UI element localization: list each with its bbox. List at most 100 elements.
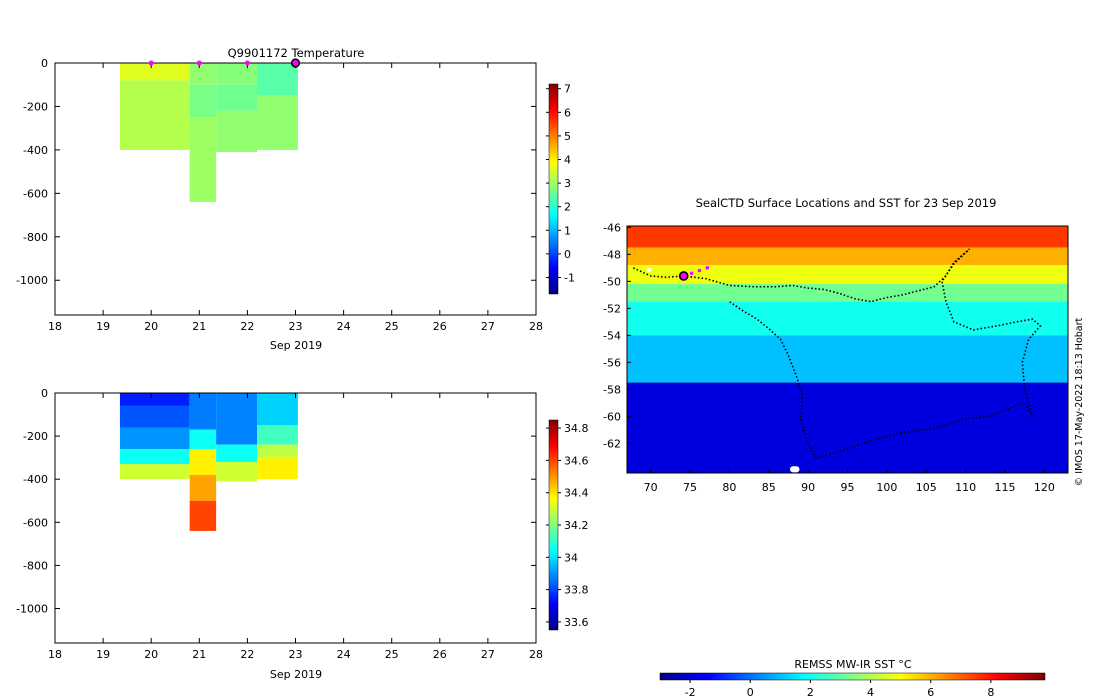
profile-cell <box>216 444 258 462</box>
sst-field <box>627 226 1068 473</box>
colorbar-tick-label: 0 <box>564 248 571 261</box>
y-tick-label: -1000 <box>16 603 48 616</box>
profile-cell <box>216 393 258 445</box>
map-y-tick-label: -60 <box>603 410 621 423</box>
temperature-colorbar <box>548 83 559 295</box>
x-tick-label: 22 <box>240 648 254 661</box>
current-profile-marker <box>290 58 301 68</box>
temperature-panel: 18 19 20 21 22 23 24 25 26 27 28 0-200-400-600-800… <box>16 46 575 352</box>
sst-colorbar <box>659 672 1046 681</box>
colorbar-tick-label: 34.8 <box>564 422 589 435</box>
profile-cell <box>189 84 217 118</box>
sst-colorbar-tick-label: 2 <box>807 686 814 699</box>
profile-cell <box>257 95 298 150</box>
x-tick-label: 18 <box>48 648 62 661</box>
profile-cell <box>216 110 258 153</box>
colorbar-tick-label: 6 <box>564 106 571 119</box>
map-x-tick-label: 95 <box>841 481 855 494</box>
profile-cell <box>119 427 190 450</box>
profile-cell <box>257 393 298 426</box>
map-x-tick-label: 120 <box>1034 481 1055 494</box>
profile-cell <box>189 63 217 85</box>
temperature-xlabel: Sep 2019 <box>270 339 322 352</box>
colorbar-tick-label: 4 <box>564 154 571 167</box>
x-tick-label: 23 <box>289 648 303 661</box>
x-tick-label: 19 <box>96 320 110 333</box>
x-tick-label: 27 <box>481 320 495 333</box>
x-tick-label: 22 <box>240 320 254 333</box>
sst-band <box>627 335 1068 383</box>
x-tick-label: 28 <box>529 648 543 661</box>
colorbar-tick-label: 34 <box>564 551 578 564</box>
x-tick-label: 21 <box>192 648 206 661</box>
map-x-tick-label: 85 <box>762 481 776 494</box>
profile-cell <box>189 449 217 475</box>
sst-colorbar-label: REMSS MW-IR SST °C <box>794 658 912 671</box>
profile-marker <box>148 60 154 66</box>
map-x-tick-label: 115 <box>995 481 1016 494</box>
profile-cell <box>257 425 298 445</box>
y-tick-label: -800 <box>23 231 48 244</box>
temperature-title: Q9901172 Temperature <box>228 46 365 60</box>
sst-colorbar-tick-label: 8 <box>987 686 994 699</box>
map-x-tick-label: 100 <box>876 481 897 494</box>
sst-band <box>627 247 1068 266</box>
x-tick-label: 20 <box>144 648 158 661</box>
profile-cell <box>189 393 217 430</box>
x-tick-label: 19 <box>96 648 110 661</box>
profile-cell <box>216 461 258 482</box>
profile-cell <box>119 449 190 465</box>
profile-cell <box>119 393 190 406</box>
map-title: SealCTD Surface Locations and SST for 23… <box>696 196 997 210</box>
y-tick-label: 0 <box>41 57 48 70</box>
map-y-tick-label: -54 <box>603 329 621 342</box>
x-tick-label: 28 <box>529 320 543 333</box>
salinity-colorbar <box>548 419 559 631</box>
map-x-ticks: 70 75 80 85 90 95 100 105 110 115 120 <box>644 469 1055 494</box>
y-tick-label: -600 <box>23 187 48 200</box>
x-tick-label: 27 <box>481 648 495 661</box>
x-tick-label: 23 <box>289 320 303 333</box>
land-patch <box>646 267 652 272</box>
profile-marker <box>244 60 250 66</box>
profile-marker <box>196 60 202 66</box>
colorbar-tick-label: 7 <box>564 83 571 96</box>
current-location-marker <box>678 271 689 281</box>
recent-location <box>705 266 710 270</box>
map-y-tick-label: -52 <box>603 302 621 315</box>
salinity-panel: 18 19 20 21 22 23 24 25 26 27 28 0 -200 -400 -600 -800… <box>16 387 588 681</box>
salinity-x-ticks: 18 19 20 21 22 23 24 25 26 27 28 <box>48 393 543 661</box>
map-y-tick-label: -56 <box>603 356 621 369</box>
sst-colorbar-tick-label: 4 <box>867 686 874 699</box>
x-tick-label: 25 <box>385 320 399 333</box>
colorbar-tick-label: 33.6 <box>564 616 589 629</box>
colorbar-tick-label: 34.4 <box>564 487 589 500</box>
x-tick-label: 20 <box>144 320 158 333</box>
map-x-tick-label: 70 <box>644 481 658 494</box>
y-tick-label: -600 <box>23 516 48 529</box>
temperature-colorbar-ticks: 7 6 5 4 3 2 1 0 -1 <box>546 83 575 284</box>
map-y-tick-label: -62 <box>603 437 621 450</box>
colorbar-tick-label: 33.8 <box>564 584 589 597</box>
profile-cell <box>189 474 217 501</box>
recent-location <box>689 271 694 276</box>
salinity-y-ticks: 0 -200 -400 -600 -800 -1000 <box>16 387 536 616</box>
x-tick-label: 18 <box>48 320 62 333</box>
map-x-tick-label: 80 <box>722 481 736 494</box>
y-tick-label: -200 <box>23 430 48 443</box>
map-y-tick-label: -46 <box>603 221 621 234</box>
temperature-plot-area <box>119 63 298 203</box>
x-tick-label: 26 <box>433 648 447 661</box>
map-y-ticks: -46 -48 -50 -52 -54 -56 -58 -60 -62 <box>603 221 631 450</box>
x-tick-label: 25 <box>385 648 399 661</box>
sst-band <box>627 301 1068 336</box>
profile-cell <box>216 84 258 111</box>
profile-cell <box>119 63 190 81</box>
profile-cell <box>216 63 258 85</box>
x-tick-label: 21 <box>192 320 206 333</box>
map-x-tick-label: 110 <box>955 481 976 494</box>
profile-cell <box>189 500 217 531</box>
profile-cell <box>119 80 190 150</box>
colorbar-tick-label: 34.2 <box>564 519 589 532</box>
